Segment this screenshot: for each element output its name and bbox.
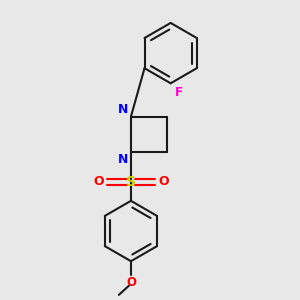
Text: O: O xyxy=(126,276,136,290)
Text: N: N xyxy=(118,103,128,116)
Text: F: F xyxy=(175,86,182,100)
Text: S: S xyxy=(126,175,136,189)
Text: N: N xyxy=(118,152,128,166)
Text: O: O xyxy=(158,175,169,188)
Text: O: O xyxy=(93,175,104,188)
